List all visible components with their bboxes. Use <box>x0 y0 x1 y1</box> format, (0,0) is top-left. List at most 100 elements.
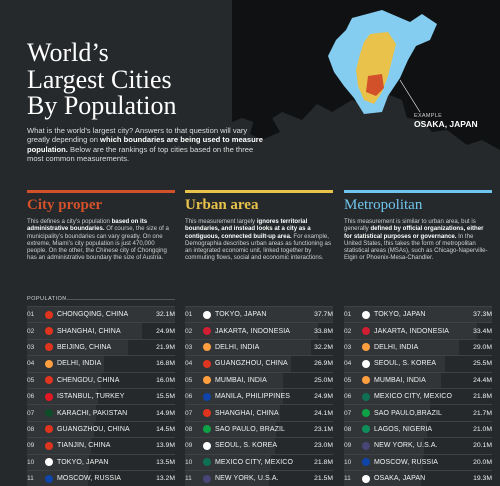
ranking-row: 11 NEW YORK, U.S.A. 21.5M <box>185 469 333 486</box>
description-text: For example, Demographia describes urban… <box>185 232 331 262</box>
country-flag-icon <box>45 474 53 483</box>
ranking-row: 02 JAKARTA, INDONESIA 33.8M <box>185 322 333 339</box>
ranking-row: 06 MANILA, PHILIPPINES 24.9M <box>185 387 333 405</box>
population-value: 19.3M <box>473 475 492 483</box>
rank-number: 02 <box>344 327 352 335</box>
population-value: 20.0M <box>473 458 492 466</box>
country-flag-icon <box>203 425 211 434</box>
ranking-row: 06 ISTANBUL, TURKEY 15.5M <box>27 387 175 405</box>
column-urban-area: Urban area This measurement largely ignor… <box>185 190 333 486</box>
rank-number: 08 <box>344 425 352 433</box>
population-value: 24.1M <box>314 409 333 417</box>
ranking-row: 03 DELHI, INDIA 29.0M <box>344 338 492 356</box>
description-text: This defines a city’s population <box>27 218 112 225</box>
population-value: 21.9M <box>156 343 175 351</box>
rank-number: 10 <box>344 458 352 466</box>
country-flag-icon <box>203 376 211 385</box>
ranking-row: 03 DELHI, INDIA 32.2M <box>185 338 333 356</box>
ranking-row: 07 SAO PAULO,BRAZIL 21.7M <box>344 404 492 421</box>
city-name: MEXICO CITY, MEXICO <box>374 393 453 401</box>
city-name: BEIJING, CHINA <box>57 343 112 351</box>
country-flag-icon <box>203 392 211 401</box>
city-name: GUANGZHOU, CHINA <box>57 425 130 433</box>
country-flag-icon <box>45 409 53 418</box>
population-value: 13.5M <box>156 458 175 466</box>
population-header <box>185 296 333 306</box>
rank-number: 08 <box>185 425 193 433</box>
ranking-row: 09 NEW YORK, U.S.A. 20.1M <box>344 437 492 454</box>
rank-number: 05 <box>185 376 193 384</box>
population-value: 21.7M <box>473 409 492 417</box>
intro-bold: which boundaries are being used to measu… <box>27 135 263 154</box>
population-value: 13.9M <box>156 442 175 450</box>
description-text: Of course, the size of a municipality’s … <box>27 225 169 262</box>
population-value: 33.8M <box>314 327 333 335</box>
population-value: 13.2M <box>156 475 175 483</box>
ranking-row: 10 MOSCOW, RUSSIA 20.0M <box>344 453 492 470</box>
title-line-2: Largest Cities <box>27 64 172 94</box>
city-name: TIANJIN, CHINA <box>57 442 111 450</box>
ranking-row: 07 SHANGHAI, CHINA 24.1M <box>185 404 333 421</box>
ranking-row: 04 SEOUL, S. KOREA 25.5M <box>344 355 492 372</box>
ranking-row: 02 SHANGHAI, CHINA 24.9M <box>27 322 175 339</box>
population-value: 24.9M <box>156 327 175 335</box>
city-name: KARACHI, PAKISTAN <box>57 409 128 417</box>
ranking-row: 05 MUMBAI, INDIA 25.0M <box>185 371 333 388</box>
country-flag-icon <box>203 327 211 336</box>
city-name: ISTANBUL, TURKEY <box>57 393 125 401</box>
country-flag-icon <box>203 343 211 352</box>
rank-number: 09 <box>344 442 352 450</box>
page-title: World’s Largest Cities By Population <box>27 38 177 120</box>
city-name: SEOUL, S. KOREA <box>215 442 278 450</box>
city-name: SAO PAULO,BRAZIL <box>374 409 442 417</box>
population-value: 21.0M <box>473 425 492 433</box>
population-value: 32.2M <box>314 343 333 351</box>
city-name: MUMBAI, INDIA <box>215 376 267 384</box>
rank-number: 01 <box>185 311 193 319</box>
country-flag-icon <box>45 359 53 368</box>
country-flag-icon <box>203 359 211 368</box>
map-urban-area <box>356 32 396 104</box>
column-accent-bar <box>185 190 333 193</box>
ranking-row: 01 TOKYO, JAPAN 37.7M <box>185 306 333 323</box>
title-line-1: World’s <box>27 38 109 67</box>
rank-number: 06 <box>185 393 193 401</box>
country-flag-icon <box>362 359 370 368</box>
population-value: 14.5M <box>156 425 175 433</box>
city-name: MOSCOW, RUSSIA <box>57 475 122 483</box>
population-value: 23.1M <box>314 425 333 433</box>
population-value: 16.0M <box>156 376 175 384</box>
population-value: 14.9M <box>156 409 175 417</box>
column-title: Urban area <box>185 197 259 213</box>
population-header: POPULATION <box>27 296 175 306</box>
ranking-list: 01 TOKYO, JAPAN 37.3M 02 JAKARTA, INDONESIA 3… <box>344 306 492 486</box>
country-flag-icon <box>362 425 370 434</box>
map-land-island <box>250 118 280 140</box>
ranking-row: 02 JAKARTA, INDONESIA 33.4M <box>344 322 492 339</box>
rank-number: 04 <box>185 360 193 368</box>
population-value: 33.4M <box>473 327 492 335</box>
population-value: 21.8M <box>314 458 333 466</box>
map-city-proper <box>366 74 384 96</box>
ranking-list: 01 TOKYO, JAPAN 37.7M 02 JAKARTA, INDONESIA 3… <box>185 306 333 486</box>
ranking-row: 09 SEOUL, S. KOREA 23.0M <box>185 437 333 454</box>
population-value: 24.9M <box>314 393 333 401</box>
country-flag-icon <box>203 474 211 483</box>
country-flag-icon <box>45 425 53 434</box>
ranking-row: 03 BEIJING, CHINA 21.9M <box>27 338 175 356</box>
country-flag-icon <box>362 376 370 385</box>
ranking-row: 11 MOSCOW, RUSSIA 13.2M <box>27 469 175 486</box>
city-name: OSAKA, JAPAN <box>374 475 426 483</box>
city-name: SHANGHAI, CHINA <box>57 327 121 335</box>
population-value: 24.4M <box>473 376 492 384</box>
example-city: OSAKA, JAPAN <box>414 119 478 129</box>
rank-number: 08 <box>27 425 35 433</box>
population-value: 20.1M <box>473 442 492 450</box>
country-flag-icon <box>362 343 370 352</box>
ranking-row: 09 TIANJIN, CHINA 13.9M <box>27 437 175 454</box>
ranking-row: 11 OSAKA, JAPAN 19.3M <box>344 469 492 486</box>
city-name: MUMBAI, INDIA <box>374 376 426 384</box>
country-flag-icon <box>362 327 370 336</box>
population-label: POPULATION <box>27 296 67 302</box>
ranking-row: 08 SAO PAULO, BRAZIL 23.1M <box>185 420 333 438</box>
